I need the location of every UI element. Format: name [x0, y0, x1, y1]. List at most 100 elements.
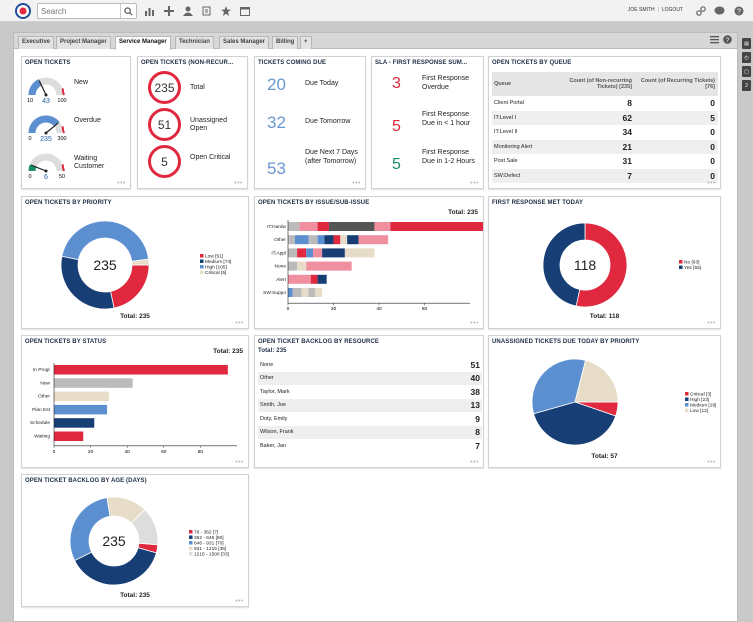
- bar[interactable]: [54, 365, 228, 375]
- header-cell[interactable]: Count (of Non-recurring Tickets) [235]: [569, 78, 632, 90]
- kpi-item[interactable]: 20 Due Today: [255, 73, 365, 109]
- bar[interactable]: [54, 378, 133, 388]
- pie-slice[interactable]: [74, 547, 157, 586]
- list-item[interactable]: Taylor, Mark 38: [258, 385, 482, 399]
- logout-link[interactable]: LOGOUT: [661, 7, 683, 13]
- bar-segment[interactable]: [333, 235, 341, 245]
- calendar-icon[interactable]: [238, 4, 251, 17]
- contacts-icon[interactable]: [181, 4, 194, 17]
- bar-segment[interactable]: [306, 261, 352, 271]
- tab-executive[interactable]: Executive: [18, 36, 55, 49]
- bar-segment[interactable]: [310, 274, 318, 284]
- widget-menu-icon[interactable]: •••: [470, 320, 479, 327]
- pie-slice[interactable]: [575, 222, 628, 308]
- clipboard-icon[interactable]: ▢: [742, 66, 751, 77]
- kpi-item[interactable]: 5 First Response Due in < 1 hour: [372, 111, 483, 147]
- tab-service-manager[interactable]: Service Manager: [115, 36, 171, 50]
- bar-segment[interactable]: [390, 222, 484, 231]
- help-icon[interactable]: ?: [732, 4, 745, 17]
- gauge-item[interactable]: 0 300 235 Overdue: [22, 107, 130, 145]
- list-item[interactable]: Smith, Joe 13: [258, 398, 482, 412]
- bar-segment[interactable]: [288, 235, 295, 245]
- kpi-item[interactable]: 5 Open Critical: [138, 145, 247, 181]
- pie-slice[interactable]: [130, 509, 159, 546]
- widget-menu-icon[interactable]: •••: [707, 459, 716, 466]
- kpi-item[interactable]: 5 First Response Due in 1-2 Hours: [372, 149, 483, 185]
- widget-menu-icon[interactable]: •••: [117, 180, 126, 187]
- widget-menu-icon[interactable]: •••: [235, 459, 244, 466]
- kpi-item[interactable]: 3 First Response Overdue: [372, 73, 483, 109]
- user-name[interactable]: JOE SMITH: [627, 7, 655, 13]
- bar-segment[interactable]: [292, 288, 302, 297]
- bar-segment[interactable]: [308, 235, 318, 245]
- reports-icon[interactable]: [143, 4, 156, 17]
- bar-segment[interactable]: [297, 261, 307, 271]
- tab-technician[interactable]: Technician: [175, 36, 214, 49]
- bar-segment[interactable]: [288, 222, 300, 231]
- bar-segment[interactable]: [322, 248, 345, 258]
- list-item[interactable]: Doty, Emily 9: [258, 412, 482, 426]
- bar-segment[interactable]: [288, 248, 298, 258]
- kpi-item[interactable]: 32 Due Tomorrow: [255, 111, 365, 147]
- table-row[interactable]: Client Portal 8 0: [492, 96, 718, 111]
- tab-billing[interactable]: Billing: [272, 36, 299, 49]
- bar-segment[interactable]: [358, 235, 389, 245]
- table-row[interactable]: IT:Level II 34 0: [492, 125, 718, 140]
- bar-segment[interactable]: [347, 235, 359, 245]
- bar-segment[interactable]: [315, 288, 323, 297]
- pie-slice[interactable]: [542, 222, 586, 307]
- table-row[interactable]: Post Sale 31 0: [492, 154, 718, 169]
- bar-segment[interactable]: [288, 288, 293, 297]
- bar-segment[interactable]: [301, 288, 309, 297]
- timesheet-icon[interactable]: ◴: [742, 52, 751, 63]
- gauge-item[interactable]: 10 100 43 New: [22, 69, 130, 107]
- tab-project-manager[interactable]: Project Manager: [56, 36, 111, 49]
- bar-segment[interactable]: [328, 222, 375, 231]
- bar-segment[interactable]: [306, 248, 314, 258]
- table-row[interactable]: Monitoring Alert 21 0: [492, 139, 718, 154]
- bar-segment[interactable]: [344, 248, 375, 258]
- pie-slice[interactable]: [533, 401, 617, 446]
- header-cell[interactable]: Count (of Recurring Tickets) [76]: [640, 78, 715, 90]
- widget-menu-icon[interactable]: •••: [235, 320, 244, 327]
- pie-slice[interactable]: [531, 358, 587, 415]
- bar[interactable]: [54, 431, 84, 442]
- gauge-item[interactable]: 0 50 6 Waiting Customer: [22, 145, 130, 183]
- menu-icon[interactable]: [710, 35, 719, 44]
- bar-segment[interactable]: [317, 235, 325, 245]
- search-icon[interactable]: [120, 4, 136, 18]
- kpi-item[interactable]: 235 Total: [138, 71, 247, 107]
- pie-slice[interactable]: [574, 359, 619, 403]
- header-cell[interactable]: Queue: [494, 81, 512, 87]
- bar-segment[interactable]: [299, 222, 318, 231]
- bar[interactable]: [54, 418, 95, 428]
- bar[interactable]: [54, 404, 108, 415]
- list-item[interactable]: None 51: [258, 358, 482, 372]
- queue-count-icon[interactable]: 2: [742, 80, 751, 91]
- table-row[interactable]: IT:Level I 62 5: [492, 110, 718, 125]
- favorites-icon[interactable]: [219, 4, 232, 17]
- add-icon[interactable]: [162, 4, 175, 17]
- notes-icon[interactable]: ▤: [742, 38, 751, 49]
- list-item[interactable]: Other 40: [258, 371, 482, 385]
- bar-segment[interactable]: [294, 235, 309, 245]
- bar-segment[interactable]: [297, 248, 307, 258]
- pie-slice[interactable]: [69, 497, 111, 562]
- widget-menu-icon[interactable]: •••: [707, 320, 716, 327]
- chat-icon[interactable]: [713, 4, 726, 17]
- widget-menu-icon[interactable]: •••: [235, 598, 244, 605]
- app-logo-icon[interactable]: [15, 3, 31, 19]
- kpi-item[interactable]: 51 Unassigned Open: [138, 108, 247, 144]
- search-input[interactable]: [38, 4, 118, 18]
- add-tab-button[interactable]: +: [300, 36, 312, 49]
- kpi-item[interactable]: 53 Due Next 7 Days (after Tomorrow): [255, 149, 365, 185]
- dashboard-help-icon[interactable]: ?: [723, 35, 732, 44]
- widget-menu-icon[interactable]: •••: [707, 180, 716, 187]
- pie-slice[interactable]: [61, 220, 150, 262]
- bar[interactable]: [54, 391, 109, 402]
- bar-segment[interactable]: [308, 288, 316, 297]
- bar-segment[interactable]: [340, 235, 348, 245]
- list-item[interactable]: Baker, Jan 7: [258, 439, 482, 453]
- pie-slice[interactable]: [131, 258, 150, 266]
- bar-segment[interactable]: [288, 261, 298, 271]
